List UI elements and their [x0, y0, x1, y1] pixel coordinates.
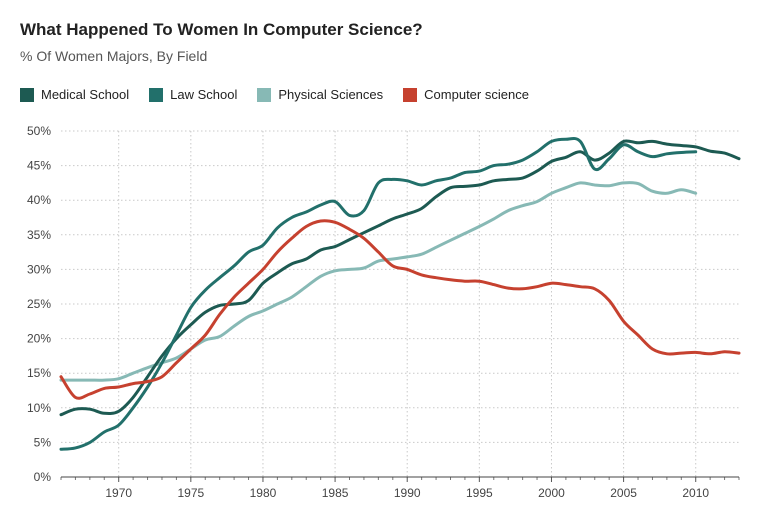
y-tick-label-30: 30%	[27, 262, 51, 276]
legend-swatch-computer-science	[403, 87, 418, 102]
x-tick-label-2010: 2010	[682, 486, 709, 500]
y-tick-label-45: 45%	[27, 159, 51, 173]
y-tick-label-50: 50%	[27, 124, 51, 138]
legend-item-medical-school: Medical School	[20, 87, 129, 102]
y-tick-label-25: 25%	[27, 297, 51, 311]
x-tick-label-1995: 1995	[466, 486, 493, 500]
legend-item-physical-sciences: Physical Sciences	[257, 87, 383, 102]
series-line-physical-sciences	[59, 181, 698, 382]
legend-label-computer-science: Computer science	[424, 87, 529, 102]
x-tick-label-2005: 2005	[610, 486, 637, 500]
legend-item-computer-science: Computer science	[403, 87, 529, 102]
legend-item-law-school: Law School	[149, 87, 237, 102]
y-tick-label-5: 5%	[34, 435, 52, 449]
x-tick-label-1990: 1990	[394, 486, 421, 500]
y-tick-label-35: 35%	[27, 228, 51, 242]
legend-label-physical-sciences: Physical Sciences	[278, 87, 384, 102]
x-tick-label-1980: 1980	[250, 486, 277, 500]
y-tick-label-15: 15%	[27, 366, 51, 380]
y-tick-label-0: 0%	[34, 470, 52, 484]
legend-swatch-law-school	[149, 87, 164, 102]
x-tick-label-1975: 1975	[177, 486, 204, 500]
y-tick-label-20: 20%	[27, 332, 51, 346]
y-tick-label-40: 40%	[27, 193, 51, 207]
x-tick-label-1985: 1985	[322, 486, 349, 500]
series-line-law-school	[59, 136, 698, 451]
legend-label-law-school: Law School	[170, 87, 238, 102]
series-line-computer-science	[59, 219, 741, 400]
y-tick-label-10: 10%	[27, 401, 51, 415]
legend: Medical School Law School Physical Scien…	[20, 87, 549, 102]
legend-swatch-medical-school	[20, 87, 34, 102]
legend-label-medical-school: Medical School	[41, 87, 130, 102]
chart-title: What Happened To Women In Computer Scien…	[20, 20, 423, 39]
chart-subtitle: % Of Women Majors, By Field	[20, 48, 208, 64]
x-tick-label-2000: 2000	[538, 486, 565, 500]
legend-swatch-physical-sciences	[257, 87, 272, 102]
x-tick-label-1970: 1970	[105, 486, 132, 500]
